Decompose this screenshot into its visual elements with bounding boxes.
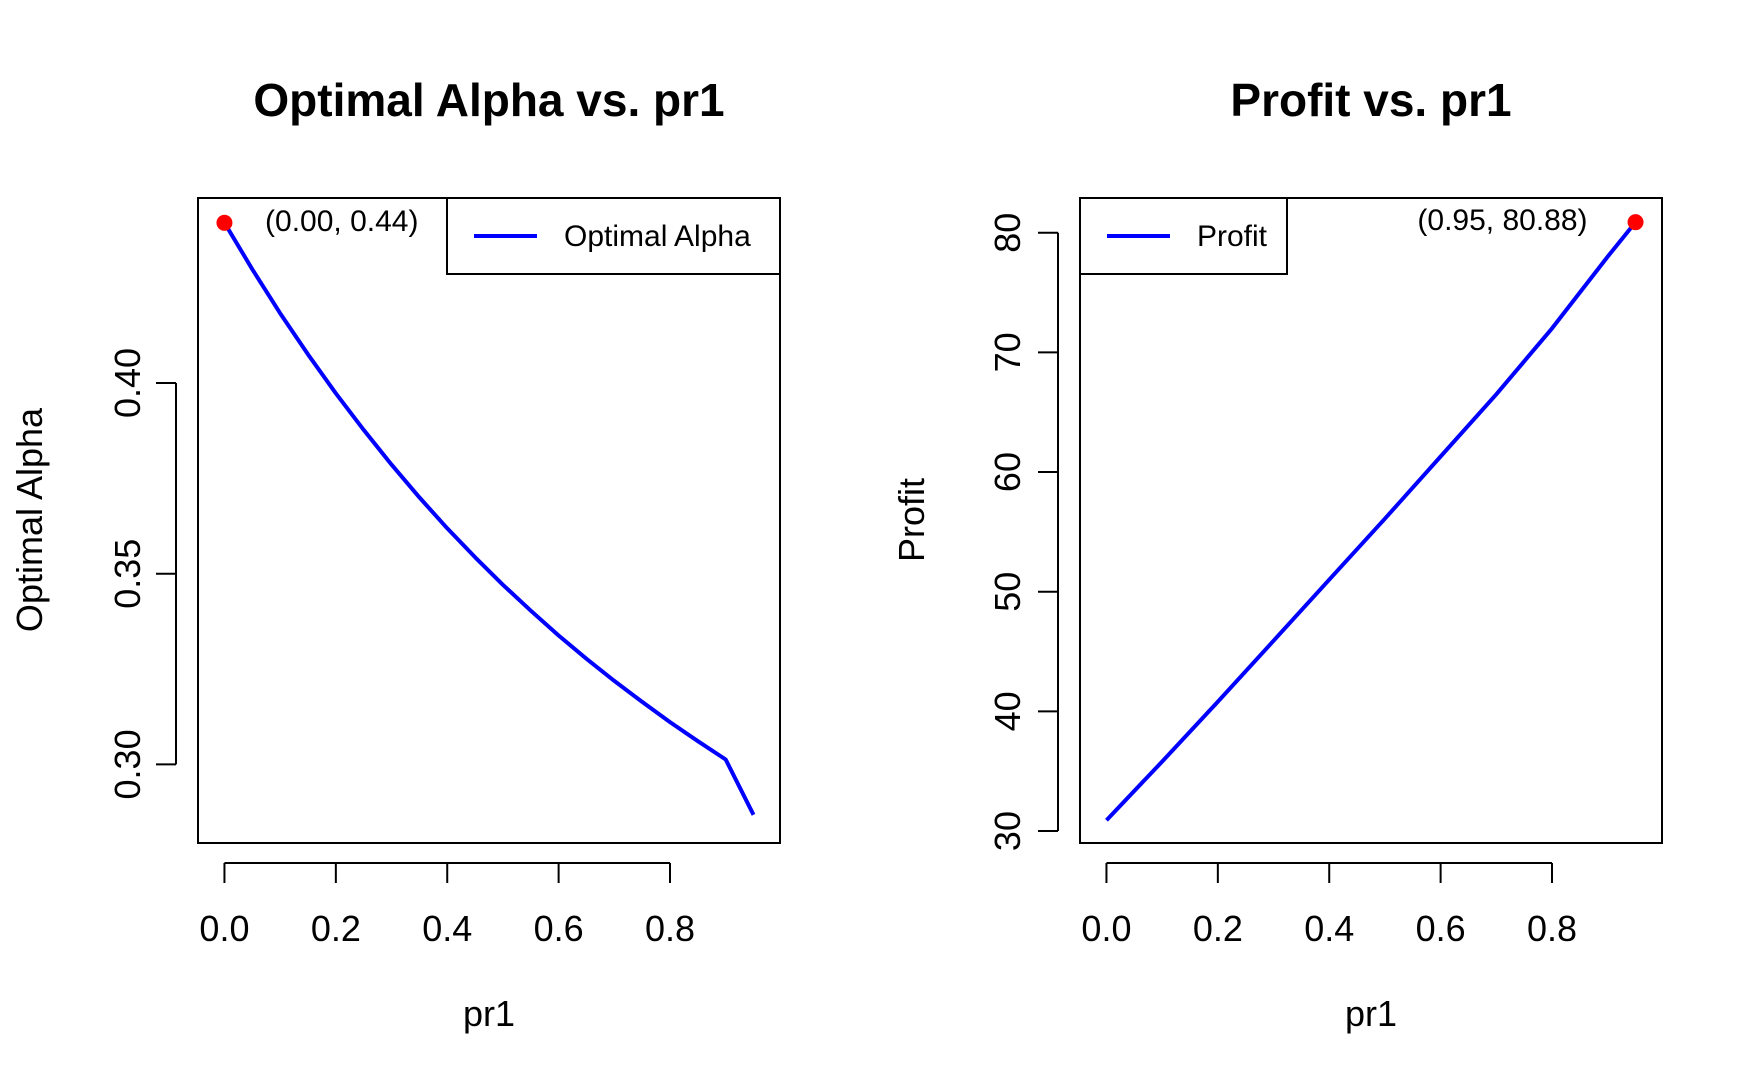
x-axis-label-2: pr1 xyxy=(1345,993,1397,1034)
point-annotation-1: (0.00, 0.44) xyxy=(265,205,418,238)
y-tick-label: 50 xyxy=(987,572,1028,612)
x-tick-label: 0.8 xyxy=(1527,908,1577,949)
y-tick-label: 60 xyxy=(987,452,1028,492)
y-tick-label: 0.40 xyxy=(107,348,148,418)
y-tick-label: 0.35 xyxy=(107,539,148,609)
y-tick-label: 80 xyxy=(987,213,1028,253)
x-tick-label: 0.8 xyxy=(645,908,695,949)
x-tick-label: 0.6 xyxy=(1416,908,1466,949)
x-tick-label: 0.2 xyxy=(311,908,361,949)
x-tick-label: 0.4 xyxy=(422,908,472,949)
plot-frame-2 xyxy=(1079,197,1663,844)
highlight-point-2 xyxy=(1627,214,1644,231)
y-tick-label: 0.30 xyxy=(107,729,148,799)
chart-title-1: Optimal Alpha vs. pr1 xyxy=(253,74,724,126)
series-line-2 xyxy=(1105,220,1638,822)
y-tick-label: 70 xyxy=(987,332,1028,372)
point-annotation-2: (0.95, 80.88) xyxy=(1417,204,1587,237)
x-tick-label: 0.2 xyxy=(1193,908,1243,949)
legend-box-1 xyxy=(446,197,781,275)
y-axis-label-1: Optimal Alpha xyxy=(9,407,50,632)
x-tick-label: 0.0 xyxy=(199,908,249,949)
legend-entry-2: Profit xyxy=(1197,220,1268,253)
legend-entry-1: Optimal Alpha xyxy=(564,220,751,253)
y-axis-label-2: Profit xyxy=(891,478,932,562)
series-line-1 xyxy=(222,221,756,816)
y-tick-label: 30 xyxy=(987,811,1028,851)
x-tick-label: 0.4 xyxy=(1304,908,1354,949)
x-tick-label: 0.0 xyxy=(1081,908,1131,949)
x-tick-label: 0.6 xyxy=(534,908,584,949)
y-tick-label: 40 xyxy=(987,691,1028,731)
plot-frame-1 xyxy=(197,197,781,844)
chart-title-2: Profit vs. pr1 xyxy=(1230,74,1511,126)
highlight-point-1 xyxy=(216,214,233,231)
x-axis-label-1: pr1 xyxy=(463,993,515,1034)
